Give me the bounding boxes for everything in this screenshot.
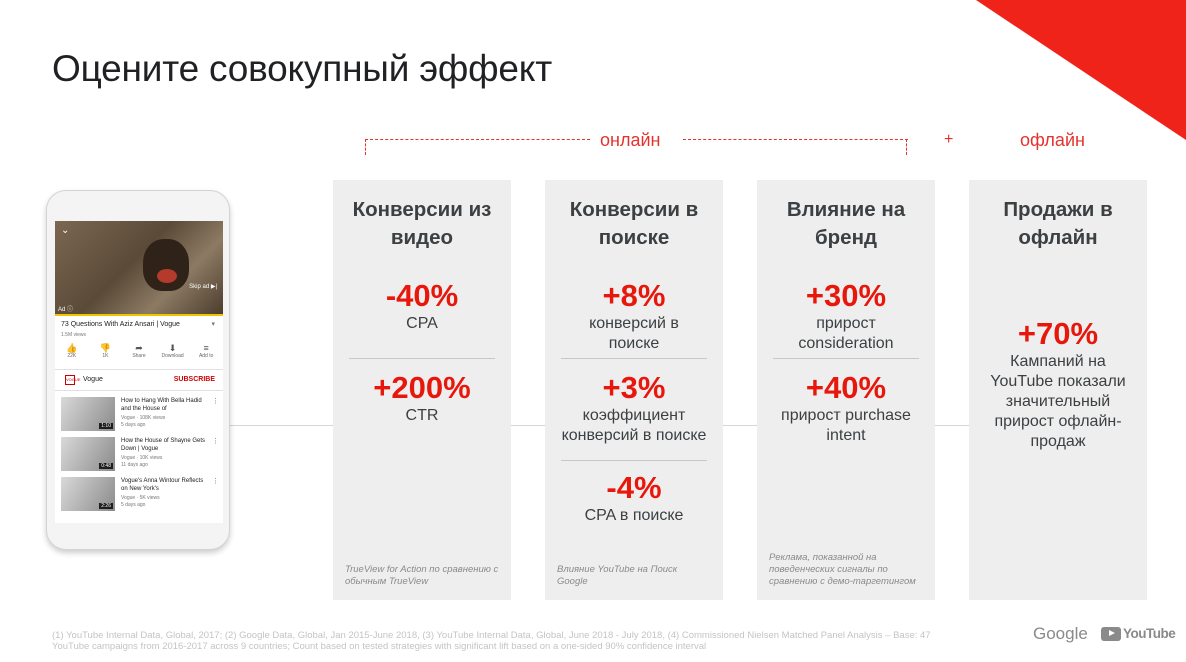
add-to-button[interactable]: ≡ Add to <box>191 343 221 359</box>
card-title: Влияние на бренд <box>786 198 906 249</box>
video-thumbnail[interactable]: 2:26 <box>61 477 115 511</box>
divider <box>773 358 919 359</box>
metric: -40% CPA <box>385 278 459 332</box>
page-title: Оцените совокупный эффект <box>52 48 552 89</box>
video-player[interactable]: ⌄ Skip ad ▶| Ad ⓘ <box>55 221 223 316</box>
divider <box>561 358 707 359</box>
channel-row: VOGUE Vogue SUBSCRIBE <box>55 369 223 391</box>
metric: +200% CTR <box>373 370 471 424</box>
list-item[interactable]: 1:10 How to Hang With Bella Hadid and th… <box>61 397 219 435</box>
plus-label: + <box>944 131 954 148</box>
card-title: Конверсии в поиске <box>569 198 699 249</box>
card-search-conversions: Конверсии в поиске +8% конверсий в поиск… <box>545 180 723 600</box>
card-note: TrueView for Action по сравнению с обычн… <box>345 564 499 587</box>
more-icon[interactable]: ⋮ <box>212 438 219 445</box>
video-frame-face <box>143 239 189 291</box>
video-thumbnail[interactable]: 0:48 <box>61 437 115 471</box>
related-videos-list: 1:10 How to Hang With Bella Hadid and th… <box>61 397 219 517</box>
metric: +40% прирост purchase intent <box>781 370 911 444</box>
add-to-icon: ≡ <box>203 343 209 353</box>
download-button[interactable]: ⬇ Download <box>158 343 188 359</box>
channel-avatar[interactable]: VOGUE <box>65 375 80 385</box>
like-button[interactable]: 👍 22K <box>57 343 87 359</box>
thumbs-up-icon: 👍 <box>66 343 78 353</box>
card-note: Реклама, показанной на поведенческих сиг… <box>769 552 916 587</box>
chevron-down-icon[interactable]: ⌄ <box>61 225 70 236</box>
thumbs-down-icon: 👎 <box>99 343 111 353</box>
card-video-conversions: Конверсии из видео -40% CPA +200% CTR Tr… <box>333 180 511 600</box>
list-item[interactable]: 0:48 How the House of Shayne Gets Down |… <box>61 437 219 475</box>
card-brand-impact: Влияние на бренд +30% прирост considerat… <box>757 180 935 600</box>
share-icon: ➦ <box>135 343 143 353</box>
card-note: Влияние YouTube на Поиск Google <box>557 564 678 587</box>
online-label: онлайн <box>600 130 661 150</box>
metric: +70% Кампаний на YouTube показали значит… <box>990 316 1126 450</box>
subscribe-button[interactable]: SUBSCRIBE <box>173 376 215 383</box>
video-progress-bar[interactable] <box>55 314 223 316</box>
video-thumbnail[interactable]: 1:10 <box>61 397 115 431</box>
card-offline-sales: Продажи в офлайн +70% Кампаний на YouTub… <box>969 180 1147 600</box>
video-title: 73 Questions With Aziz Ansari | Vogue <box>61 321 180 328</box>
video-views: 1.5M views <box>61 332 87 338</box>
chevron-down-icon[interactable]: ▾ <box>211 321 215 328</box>
metric: +3% коэффициент конверсий в поиске <box>561 370 707 444</box>
download-icon: ⬇ <box>168 343 177 353</box>
list-item[interactable]: 2:26 Vogue's Anna Wintour Reflects on Ne… <box>61 477 219 515</box>
share-button[interactable]: ➦ Share <box>124 343 154 359</box>
more-icon[interactable]: ⋮ <box>212 478 219 485</box>
divider <box>561 460 707 461</box>
youtube-logo: YouTube <box>1101 626 1176 641</box>
divider <box>349 358 495 359</box>
youtube-play-icon <box>1101 626 1121 641</box>
offline-label: офлайн <box>1020 130 1085 150</box>
metric: -4% CPA в поиске <box>584 470 684 524</box>
phone-screen: ⌄ Skip ad ▶| Ad ⓘ 73 Questions With Aziz… <box>55 221 223 523</box>
footnote: (1) YouTube Internal Data, Global, 2017;… <box>52 630 931 652</box>
ad-label: Ad ⓘ <box>58 307 74 313</box>
online-bracket <box>365 139 908 155</box>
video-frame-mouth <box>157 269 177 283</box>
phone-mockup: ⌄ Skip ad ▶| Ad ⓘ 73 Questions With Aziz… <box>46 190 230 550</box>
channel-name[interactable]: Vogue <box>83 376 103 383</box>
corner-decoration <box>976 0 1186 140</box>
skip-ad-button[interactable]: Skip ad ▶| <box>189 284 217 290</box>
google-logo: Google <box>1033 624 1088 643</box>
metric: +8% конверсий в поиске <box>589 278 679 352</box>
video-actions: 👍 22K 👎 1K ➦ Share ⬇ Download ≡ Add to <box>55 343 223 359</box>
card-title: Продажи в офлайн <box>1003 198 1113 249</box>
dislike-button[interactable]: 👎 1K <box>90 343 120 359</box>
card-title: Конверсии из видео <box>352 198 492 249</box>
more-icon[interactable]: ⋮ <box>212 398 219 405</box>
metric: +30% прирост consideration <box>798 278 894 352</box>
